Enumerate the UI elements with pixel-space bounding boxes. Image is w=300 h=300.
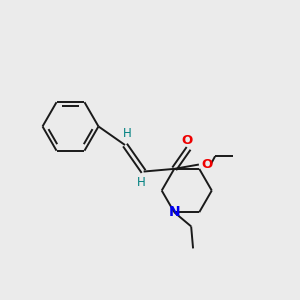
Text: O: O (201, 158, 212, 171)
Text: H: H (137, 176, 146, 189)
Text: H: H (123, 127, 132, 140)
Text: O: O (182, 134, 193, 147)
Text: N: N (168, 205, 180, 219)
